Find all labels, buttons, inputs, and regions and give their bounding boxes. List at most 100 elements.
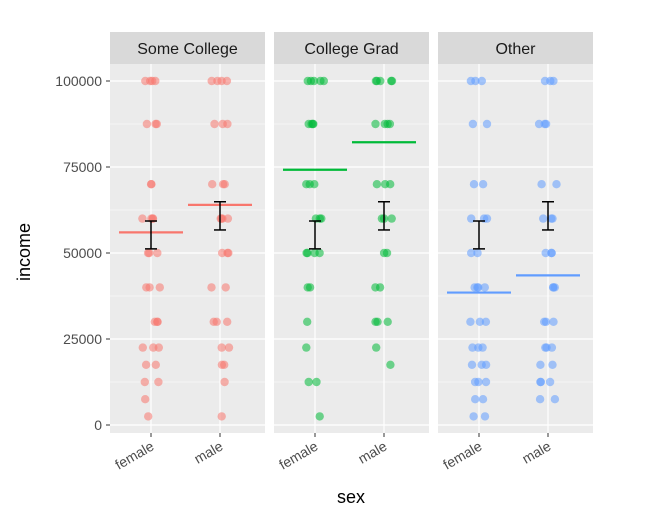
data-point [548, 283, 558, 292]
data-point [305, 180, 314, 189]
data-point [550, 395, 560, 404]
data-point [217, 412, 226, 421]
y-tick-label: 100000 [55, 73, 102, 89]
data-point [471, 76, 480, 86]
data-point [316, 76, 325, 86]
data-point [545, 377, 555, 387]
data-point [478, 395, 488, 404]
data-point [536, 377, 545, 387]
data-point [303, 76, 312, 86]
data-point [547, 214, 556, 223]
data-point [222, 76, 232, 86]
data-point [224, 343, 234, 352]
data-point [210, 119, 219, 129]
data-point [303, 248, 312, 258]
data-point [153, 317, 162, 326]
error-bar [214, 200, 226, 231]
x-tick-label: female [276, 438, 321, 473]
error-bar [378, 200, 390, 231]
data-point [315, 412, 324, 421]
error-bar [473, 220, 485, 250]
data-point [371, 76, 381, 86]
data-point [467, 248, 476, 258]
x-tick-label: male [191, 438, 225, 467]
data-point [217, 343, 226, 352]
y-axis-title: income [14, 223, 34, 281]
data-point [218, 180, 228, 189]
data-point [477, 360, 486, 369]
data-point [154, 343, 163, 352]
data-point [220, 377, 229, 387]
data-point [549, 76, 558, 86]
data-point [372, 180, 382, 189]
y-tick-label: 0 [94, 417, 102, 433]
data-point [541, 317, 551, 326]
y-axis: 0 25000 50000 75000 100000 [55, 73, 110, 433]
data-point [540, 76, 550, 86]
panel-background [110, 64, 265, 433]
data-point [153, 248, 162, 258]
data-point [536, 360, 545, 369]
y-tick-label: 75000 [63, 159, 102, 175]
data-point [386, 360, 395, 369]
data-point [141, 395, 150, 404]
data-point [371, 119, 380, 129]
data-point [481, 377, 491, 387]
data-point [480, 412, 490, 421]
error-bar [542, 200, 554, 231]
data-point [217, 360, 227, 369]
data-point [477, 76, 486, 86]
x-axis-title: sex [337, 487, 365, 507]
facet-strip-label: College Grad [304, 41, 398, 58]
data-point [387, 76, 397, 86]
data-point [481, 317, 491, 326]
error-bar [309, 220, 321, 250]
data-point [221, 283, 230, 292]
data-point [208, 180, 217, 189]
data-point [207, 283, 216, 292]
x-tick-label: male [519, 438, 553, 467]
data-point [552, 180, 561, 189]
data-point [539, 214, 548, 223]
data-point [155, 283, 164, 292]
data-point [470, 283, 479, 292]
panel-background [274, 64, 429, 433]
data-point [467, 360, 477, 369]
error-bar [145, 220, 157, 250]
data-point [309, 76, 319, 86]
data-point [535, 395, 545, 404]
panels-group: Some College female male College Grad female… [110, 32, 593, 473]
panel-some-college: Some College female male [110, 32, 265, 473]
facet-strip-bg [438, 32, 593, 64]
x-tick-label: male [355, 438, 389, 467]
data-point [548, 360, 557, 369]
panel-other: Other female male [438, 32, 593, 473]
data-point [303, 283, 312, 292]
data-point [468, 343, 477, 352]
data-point [387, 214, 396, 223]
data-point [146, 76, 155, 86]
data-point [209, 317, 218, 326]
facet-strip-label: Some College [137, 41, 238, 58]
data-point [471, 395, 480, 404]
facet-strip-bg [274, 32, 429, 64]
data-point [138, 214, 147, 223]
data-point [537, 180, 546, 189]
data-point [469, 180, 479, 189]
data-point [468, 119, 478, 129]
data-point [547, 248, 556, 258]
panel-background [438, 64, 593, 433]
facet-strip-label: Other [495, 41, 536, 58]
y-tick-label: 50000 [63, 245, 102, 261]
data-point [480, 283, 489, 292]
data-point [138, 343, 147, 352]
data-point [310, 248, 319, 258]
data-point [549, 317, 558, 326]
data-point [469, 412, 478, 421]
data-point [371, 283, 380, 292]
data-point [303, 317, 312, 326]
data-point [534, 119, 544, 129]
data-point [143, 248, 153, 258]
data-point [218, 119, 227, 129]
